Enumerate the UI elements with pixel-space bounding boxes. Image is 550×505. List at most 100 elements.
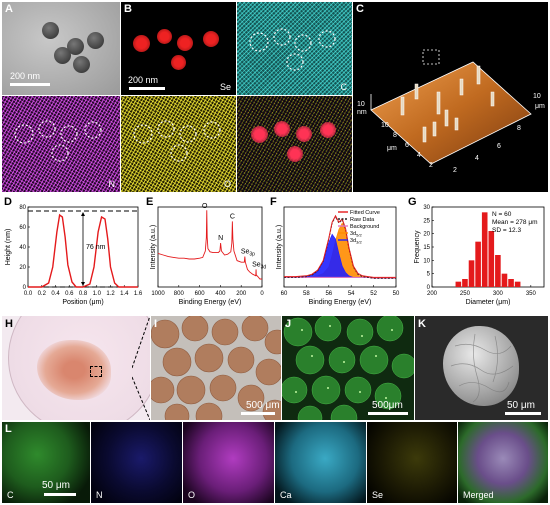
panel-b-o-map: O <box>121 96 236 192</box>
x-tick-label: 56 <box>325 291 332 297</box>
panel-j-label: J <box>285 318 292 330</box>
x-tick-label: 1.0 <box>93 291 102 297</box>
legend-entry: 3d3/2 <box>350 238 362 245</box>
se-particle <box>203 31 219 47</box>
subscript: 3/2 <box>356 240 362 245</box>
panel-g-label: G <box>408 196 417 208</box>
legend-entry: Fitted Curve <box>350 210 380 216</box>
svg-text:8: 8 <box>517 125 521 132</box>
zoom-lines <box>132 316 150 420</box>
se-particle <box>296 126 312 142</box>
x-tick-label: 1000 <box>151 291 165 297</box>
histogram-bar <box>508 279 514 287</box>
peak-label-o: O <box>202 203 208 210</box>
arrow-head <box>81 282 85 286</box>
nanoparticle <box>54 47 71 64</box>
panel-l-merged-map: Merged <box>458 422 548 503</box>
y-axis-label: Intensity (a.u.) <box>150 225 157 269</box>
element-label: Se <box>219 82 231 92</box>
channel-label: C <box>7 490 14 500</box>
plot-frame <box>157 206 263 288</box>
panel-l-o-map: O <box>183 422 274 503</box>
panel-l-label: L <box>5 423 12 435</box>
panel-e-label: E <box>146 196 153 208</box>
x-tick-label: 0.6 <box>65 291 74 297</box>
panel-b-se-map: B 200 nm Se <box>121 2 236 95</box>
se-particle <box>251 126 268 143</box>
scale-bar-label: 50 μm <box>507 400 535 411</box>
panel-k-sem: K 50 μm <box>415 316 548 420</box>
y-tick-label: 25 <box>423 218 430 224</box>
se-particle <box>177 35 193 51</box>
scale-bar-label: 200 nm <box>10 71 41 81</box>
scale-bar-label: 200 nm <box>128 75 159 85</box>
afm-y-axis: 2 4 6 8 10 μm <box>453 93 545 174</box>
nanoparticle <box>42 22 59 39</box>
x-tick-label: 50 <box>393 291 400 297</box>
histogram-bar <box>475 241 481 287</box>
histogram-bar <box>468 260 475 287</box>
afm-z-unit: nm <box>357 109 367 116</box>
x-tick-label: 200 <box>236 291 247 297</box>
beads <box>151 316 281 420</box>
y-tick-label: 20 <box>423 232 430 238</box>
x-tick-label: 300 <box>493 291 504 297</box>
nanoparticle <box>67 38 84 55</box>
y-tick-label: 0 <box>427 285 431 291</box>
subscript: 3p <box>249 252 255 258</box>
y-axis-label: Frequency <box>414 230 421 264</box>
x-tick-label: 1.2 <box>106 291 115 297</box>
nanoparticle <box>87 32 104 49</box>
x-axis-label: Position (μm) <box>62 299 103 306</box>
x-tick-label: 52 <box>370 291 377 297</box>
x-tick-label: 400 <box>215 291 226 297</box>
x-tick-label: 800 <box>174 291 185 297</box>
panel-i-bead-optical: I 500 μm <box>151 316 281 420</box>
panel-b-merged-map <box>237 96 352 192</box>
zoom-box <box>90 366 102 377</box>
scale-bar <box>44 493 76 496</box>
y-axis-label: Height (nm) <box>5 229 12 266</box>
x-tick-label: 600 <box>195 291 206 297</box>
svg-text:10: 10 <box>381 122 389 129</box>
y-tick-label: 10 <box>423 258 430 264</box>
panel-b-c-map: C <box>237 2 352 95</box>
y-tick-label: 30 <box>423 205 430 211</box>
svg-text:8: 8 <box>393 132 397 139</box>
panel-k-label: K <box>418 318 426 330</box>
peak-label-c: C <box>230 213 235 220</box>
x-tick-label: 0.8 <box>79 291 88 297</box>
xps-survey-line <box>157 210 262 280</box>
x-tick-label: 1.6 <box>134 291 143 297</box>
scale-bar <box>10 83 50 86</box>
x-tick-label: 60 <box>281 291 288 297</box>
se-particle <box>133 35 150 52</box>
scale-bar-label: 500μm <box>372 400 403 411</box>
histogram-bar <box>455 281 462 287</box>
panel-l-n-map: N <box>91 422 182 503</box>
x-tick-label: 54 <box>348 291 355 297</box>
histogram-bar <box>514 281 521 287</box>
channel-label: Ca <box>280 490 292 500</box>
chart-g-diameter-histogram: 200 250 300 350 0 5 10 15 20 25 30 Diameter (μm) Fre… <box>414 205 545 306</box>
legend-entry: 3d5/2 <box>350 231 362 238</box>
element-label: N <box>108 179 116 189</box>
svg-text:10: 10 <box>533 93 541 100</box>
height-profile-line <box>28 213 138 288</box>
scale-bar <box>368 412 408 415</box>
plot-frame <box>283 206 397 288</box>
peak-label-n: N <box>218 235 223 242</box>
panel-i-label: I <box>154 318 158 330</box>
svg-text:6: 6 <box>405 142 409 149</box>
nanoparticle <box>73 56 90 73</box>
fitted-curve-line <box>284 214 396 278</box>
se-particle <box>157 29 172 44</box>
panel-c-afm-3d: C 10 nm 10 8 6 4 2 μm <box>353 2 548 192</box>
panel-h-dish-photo: H <box>2 316 150 420</box>
svg-text:4: 4 <box>417 152 421 159</box>
channel-label: O <box>188 490 196 500</box>
channel-label: Se <box>372 490 384 500</box>
se-particle <box>171 55 186 70</box>
panel-f-label: F <box>270 196 277 208</box>
x-tick-label: 200 <box>427 291 438 297</box>
